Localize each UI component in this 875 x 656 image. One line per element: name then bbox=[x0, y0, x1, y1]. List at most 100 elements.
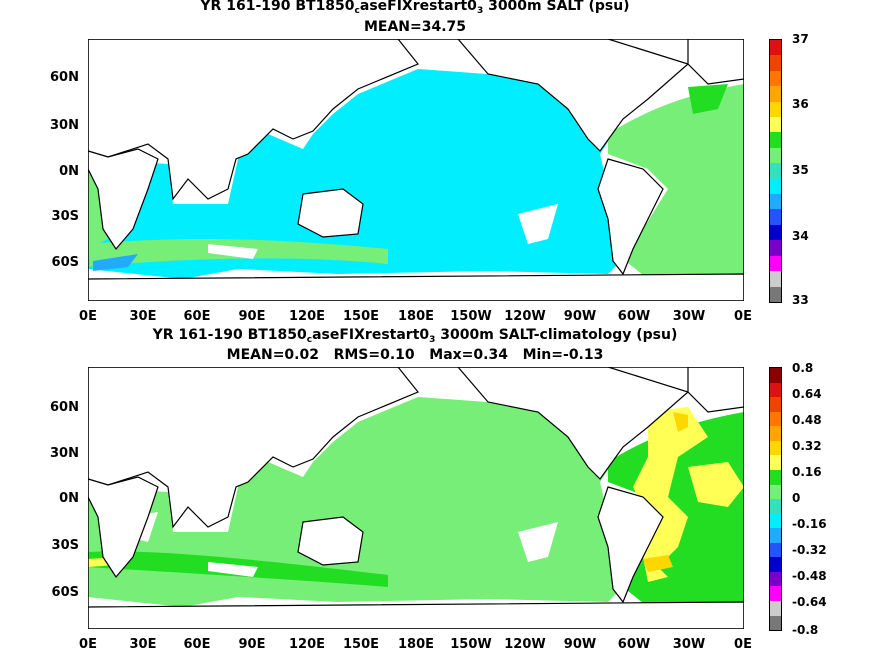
cb2-label: 0.8 bbox=[792, 361, 814, 375]
colorbar-segment bbox=[770, 86, 781, 102]
colorbar-segment bbox=[770, 528, 781, 543]
colorbar-segment bbox=[770, 513, 781, 529]
p2-lon-label: 120W bbox=[504, 637, 546, 652]
colorbar-segment bbox=[770, 571, 781, 587]
colorbar-segment bbox=[770, 469, 781, 485]
p1-lon-label: 60E bbox=[183, 309, 211, 324]
continents-2 bbox=[88, 367, 744, 629]
p2-lon-label: 0E bbox=[734, 637, 752, 652]
colorbar-segment bbox=[770, 586, 781, 601]
colorbar-segment bbox=[770, 163, 781, 179]
southern-white-a bbox=[208, 562, 258, 577]
australia bbox=[297, 188, 364, 238]
colorbar-segment bbox=[770, 557, 781, 572]
cb2-label: 0.64 bbox=[792, 387, 822, 401]
colorbar-segment bbox=[770, 484, 781, 500]
colorbar-segment bbox=[770, 440, 781, 456]
cb1-label: 36 bbox=[792, 97, 809, 111]
p1-lon-label: 30E bbox=[129, 309, 157, 324]
p1-lat-60N: 60N bbox=[50, 70, 79, 85]
p2-lon-label: 180E bbox=[397, 637, 435, 652]
colorbar-segment bbox=[770, 40, 781, 56]
p1-lat-0N: 0N bbox=[59, 164, 79, 179]
colorbar-segment bbox=[770, 255, 781, 272]
colorbar-segment bbox=[770, 55, 781, 71]
cb1-label: 35 bbox=[792, 163, 809, 177]
p1-lat-30S: 30S bbox=[51, 209, 79, 224]
colorbar-segment bbox=[770, 209, 781, 225]
antarctica bbox=[88, 601, 744, 629]
cb1-label: 34 bbox=[792, 229, 809, 243]
p1-lon-label: 30W bbox=[672, 309, 706, 324]
southern-white bbox=[208, 244, 258, 259]
p2-lon-label: 90E bbox=[238, 637, 266, 652]
p1-lon-label: 120W bbox=[504, 309, 546, 324]
colorbar-segment bbox=[770, 397, 781, 412]
australia bbox=[297, 516, 364, 566]
panel2-map bbox=[88, 367, 744, 629]
colorbar-segment bbox=[770, 117, 781, 133]
p2-lon-label: 30W bbox=[672, 637, 706, 652]
colorbar-segment bbox=[770, 615, 781, 631]
cb2-label: 0 bbox=[792, 491, 801, 505]
colorbar-segment bbox=[770, 426, 781, 441]
colorbar-segment bbox=[770, 224, 781, 241]
colorbar-segment bbox=[770, 601, 781, 616]
p1-lat-60S: 60S bbox=[51, 255, 79, 270]
p1-lon-label: 0E bbox=[79, 309, 97, 324]
colorbar-segment bbox=[770, 499, 781, 514]
panel1-stats: MEAN=34.75 bbox=[363, 19, 467, 35]
colorbar-segment bbox=[770, 101, 781, 118]
antarctica bbox=[88, 273, 744, 301]
cb2-label: -0.16 bbox=[792, 517, 827, 531]
colorbar-segment bbox=[770, 382, 781, 398]
nordic-salty bbox=[688, 84, 728, 114]
colorbar-segment bbox=[770, 411, 781, 427]
eurasia bbox=[88, 367, 419, 529]
p2-lon-label: 90W bbox=[563, 637, 597, 652]
southern-white-b bbox=[518, 522, 558, 562]
pacific-ocean bbox=[88, 69, 628, 279]
cb2-label: -0.32 bbox=[792, 543, 827, 557]
p1-lon-label: 90E bbox=[238, 309, 266, 324]
p2-lon-label: 60W bbox=[617, 637, 651, 652]
africa bbox=[88, 148, 159, 251]
south-america bbox=[597, 158, 664, 276]
continents bbox=[88, 39, 744, 301]
southern-white2 bbox=[518, 204, 558, 244]
colorbar-segment bbox=[770, 132, 781, 148]
cb2-label: -0.64 bbox=[792, 595, 827, 609]
cb1-label: 37 bbox=[792, 32, 809, 46]
p2-lon-label: 120E bbox=[288, 637, 326, 652]
pacific-anomaly bbox=[88, 397, 628, 607]
atlantic-yellow4 bbox=[688, 462, 744, 507]
cb2-label: -0.8 bbox=[792, 623, 819, 637]
p2-lon-label: 150W bbox=[450, 637, 492, 652]
panel2-colorbar bbox=[769, 367, 782, 631]
greenland bbox=[687, 39, 744, 85]
colorbar-segment bbox=[770, 286, 781, 302]
p1-lat-30N: 30N bbox=[50, 118, 79, 133]
africa bbox=[88, 476, 159, 579]
panel2-title: YR 161-190 BT1850caseFIXrestart03 3000m … bbox=[152, 327, 678, 345]
panel1-colorbar bbox=[769, 39, 782, 303]
colorbar-segment bbox=[770, 455, 781, 470]
atlantic-yellow2 bbox=[673, 412, 688, 432]
southern-patch bbox=[93, 254, 138, 271]
colorbar-segment bbox=[770, 147, 781, 164]
cb1-label: 33 bbox=[792, 293, 809, 307]
cb2-label: 0.48 bbox=[792, 413, 822, 427]
p2-lat-30S: 30S bbox=[51, 538, 79, 553]
p1-lon-label: 0E bbox=[734, 309, 752, 324]
p2-lon-label: 0E bbox=[79, 637, 97, 652]
p2-lat-30N: 30N bbox=[50, 446, 79, 461]
p2-lat-60S: 60S bbox=[51, 585, 79, 600]
p1-lon-label: 180E bbox=[397, 309, 435, 324]
eurasia bbox=[88, 39, 419, 201]
colorbar-segment bbox=[770, 178, 781, 195]
south-america bbox=[597, 486, 664, 604]
p2-lon-label: 30E bbox=[129, 637, 157, 652]
colorbar-segment bbox=[770, 70, 781, 87]
panel2-stats: MEAN=0.02 RMS=0.10 Max=0.34 Min=-0.13 bbox=[226, 347, 604, 363]
p1-lon-label: 60W bbox=[617, 309, 651, 324]
